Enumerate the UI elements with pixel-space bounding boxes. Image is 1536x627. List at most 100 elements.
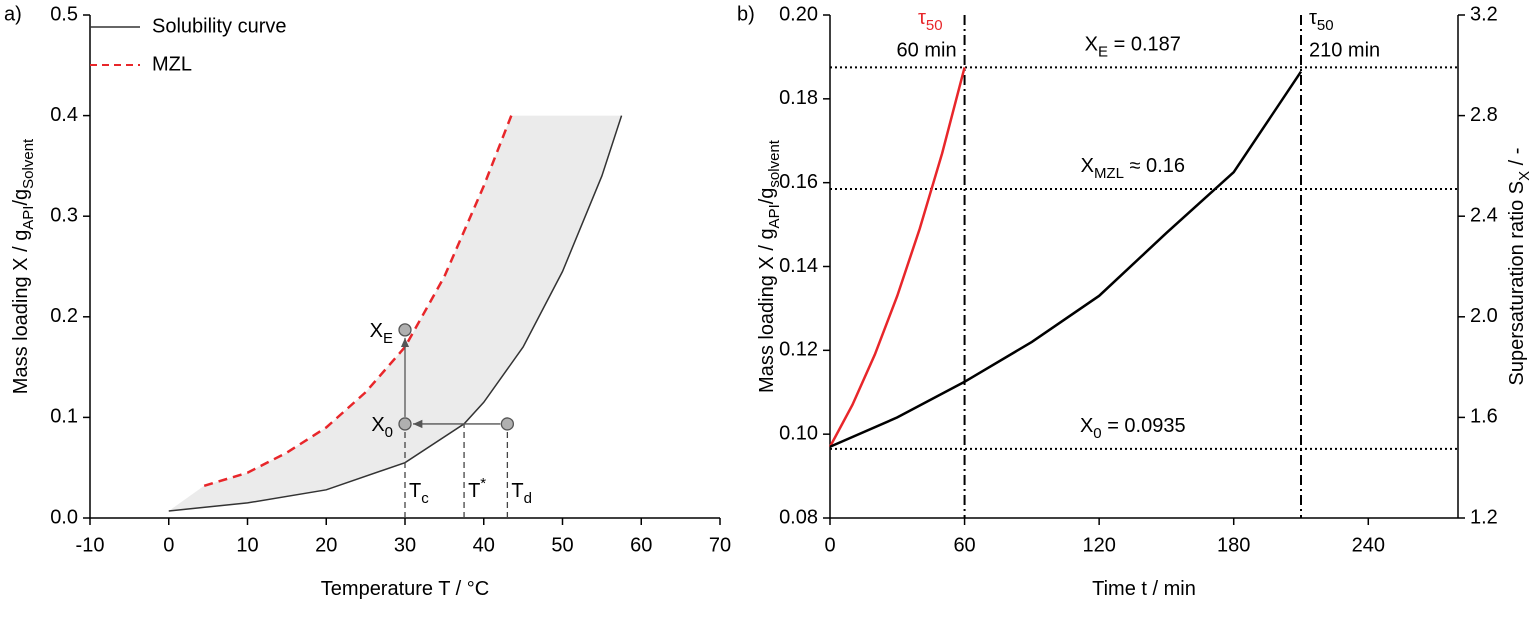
tau-label-part: τ — [918, 7, 926, 29]
y-axis-title: Mass loading X / gAPI/gsolvent — [756, 139, 783, 393]
state-point — [398, 417, 412, 431]
y-tick-label: 0.4 — [50, 104, 78, 126]
y-axis-title-part: Solvent — [20, 138, 37, 189]
y2-axis-title-part: X — [1516, 171, 1533, 181]
tau-label-part: 50 — [926, 17, 943, 34]
series-line — [829, 70, 1303, 448]
state-point — [398, 323, 412, 337]
x-tick-label: 0 — [824, 534, 835, 556]
state-label-part: X — [371, 414, 384, 436]
state-label-part: 0 — [385, 424, 393, 441]
shaded-region — [168, 115, 622, 511]
reference-label-part: 0 — [1093, 425, 1101, 442]
y-tick-label: 0.5 — [50, 3, 78, 25]
x-tick-label: 60 — [630, 534, 652, 556]
reference-label-part: = 0.0935 — [1102, 415, 1186, 437]
y-axis-title: Mass loading X / gAPI/gSolvent — [10, 138, 37, 394]
state-label: XE — [370, 320, 393, 347]
series-line — [168, 115, 623, 512]
y2-tick-label: 1.2 — [1470, 506, 1498, 528]
tau-label: τ50 — [1309, 7, 1334, 34]
temperature-label: T* — [468, 475, 486, 502]
y2-tick-label: 2.8 — [1470, 104, 1498, 126]
y-axis-title-part: API — [766, 204, 783, 228]
y-axis-title-part: API — [20, 206, 37, 230]
reference-label-part: ≈ 0.16 — [1124, 155, 1185, 177]
y2-axis-title-part: / - — [1506, 148, 1528, 171]
y-tick-label: 0.1 — [50, 406, 78, 428]
reference-label-part: X — [1085, 34, 1098, 56]
reference-label-part: MZL — [1094, 165, 1124, 182]
temperature-label: Td — [511, 480, 532, 507]
y-tick-label: 0.16 — [779, 171, 818, 193]
reference-label-part: E — [1098, 43, 1108, 60]
x-tick-label: 10 — [236, 534, 258, 556]
y-axis-title-part: /g — [756, 188, 778, 205]
state-point — [500, 417, 515, 431]
tau-value: 210 min — [1309, 39, 1380, 61]
y-axis-title-part: solvent — [766, 139, 783, 187]
reference-label-part: X — [1081, 155, 1094, 177]
temperature-label: Tc — [409, 480, 429, 507]
state-label-part: X — [370, 320, 383, 342]
reference-label-part: X — [1080, 415, 1093, 437]
y-tick-label: 0.12 — [779, 339, 818, 361]
y-tick-label: 0.18 — [779, 87, 818, 109]
temperature-label-part: d — [524, 490, 532, 507]
temperature-label-part: c — [421, 490, 429, 507]
temperature-label-part: T — [468, 480, 480, 502]
reference-label: XE = 0.187 — [1085, 34, 1181, 61]
panel-label: a) — [4, 3, 22, 25]
legend-label: Solubility curve — [152, 15, 287, 37]
x-tick-label: -10 — [76, 534, 105, 556]
y2-tick-label: 1.6 — [1470, 406, 1498, 428]
temperature-label-part: * — [480, 475, 486, 492]
state-label-part: E — [383, 330, 393, 347]
y2-tick-label: 2.0 — [1470, 305, 1498, 327]
reference-label: XMZL ≈ 0.16 — [1081, 155, 1185, 182]
reference-label-part: = 0.187 — [1108, 34, 1181, 56]
x-tick-label: 20 — [315, 534, 337, 556]
x-tick-label: 40 — [473, 534, 495, 556]
panel-label: b) — [737, 3, 755, 25]
x-axis-title: Time t / min — [1092, 578, 1196, 600]
x-axis-title: Temperature T / °C — [321, 578, 489, 600]
y-tick-label: 0.10 — [779, 422, 818, 444]
x-axis-title-part: Time t / min — [1092, 578, 1196, 600]
x-tick-label: 180 — [1217, 534, 1250, 556]
x-tick-label: 70 — [709, 534, 731, 556]
series-line — [203, 115, 513, 488]
y-tick-label: 0.3 — [50, 204, 78, 226]
y2-tick-label: 2.4 — [1470, 204, 1498, 226]
series-line — [828, 67, 966, 448]
x-tick-label: 50 — [551, 534, 573, 556]
y2-tick-label: 3.2 — [1470, 3, 1498, 25]
state-label: X0 — [371, 414, 393, 441]
x-tick-label: 240 — [1352, 534, 1385, 556]
y-tick-label: 0.2 — [50, 305, 78, 327]
reference-label: X0 = 0.0935 — [1080, 415, 1186, 442]
x-tick-label: 0 — [163, 534, 174, 556]
y2-axis-title-part: Supersaturation ratio S — [1506, 181, 1528, 386]
temperature-label-part: T — [511, 480, 523, 502]
x-axis-title-part: Temperature T / °C — [321, 578, 489, 600]
tau-label-part: 50 — [1317, 17, 1334, 34]
x-tick-label: 60 — [953, 534, 975, 556]
tau-label-part: τ — [1309, 7, 1317, 29]
y-tick-label: 0.0 — [50, 506, 78, 528]
y-axis-title-part: Mass loading X / g — [10, 230, 32, 395]
tau-label: τ50 — [918, 7, 943, 34]
y-axis-title-part: /g — [10, 189, 32, 206]
y-axis-title-part: Mass loading X / g — [756, 228, 778, 393]
x-tick-label: 30 — [394, 534, 416, 556]
y-tick-label: 0.14 — [779, 255, 818, 277]
temperature-label-part: T — [409, 480, 421, 502]
y2-axis-title: Supersaturation ratio SX / - — [1506, 148, 1533, 386]
y-tick-label: 0.20 — [779, 3, 818, 25]
x-tick-label: 120 — [1082, 534, 1115, 556]
legend-label: MZL — [152, 53, 192, 75]
tau-value: 60 min — [897, 39, 957, 61]
y-tick-label: 0.08 — [779, 506, 818, 528]
